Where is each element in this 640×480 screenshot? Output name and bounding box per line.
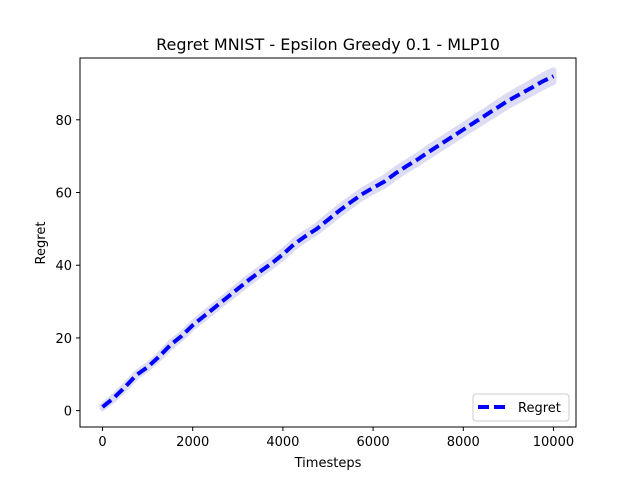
y-tick-label-40: 40 xyxy=(55,259,72,274)
legend: Regret xyxy=(472,393,570,422)
series-line-layer xyxy=(101,74,555,409)
y-tick-label-20: 20 xyxy=(55,332,72,347)
x-tick-label-10000: 10000 xyxy=(533,435,574,450)
series-0-line xyxy=(101,74,555,409)
x-tick-label-8000: 8000 xyxy=(447,435,480,450)
x-axis-ticks: 0 2000 4000 6000 8000 10000 xyxy=(98,427,574,450)
x-tick-label-2000: 2000 xyxy=(176,435,209,450)
confidence-band-layer xyxy=(99,67,557,412)
series-0-confidence-band xyxy=(99,67,557,412)
legend-label-regret: Regret xyxy=(518,401,561,416)
y-tick-label-80: 80 xyxy=(55,114,72,129)
x-tick-label-4000: 4000 xyxy=(266,435,299,450)
chart-title: Regret MNIST - Epsilon Greedy 0.1 - MLP1… xyxy=(156,35,500,54)
plot-area-frame xyxy=(79,57,577,428)
y-axis-ticks: 0 20 40 60 80 xyxy=(55,114,80,420)
y-tick-label-0: 0 xyxy=(64,405,72,420)
y-tick-label-60: 60 xyxy=(55,187,72,202)
x-tick-label-0: 0 xyxy=(98,435,106,450)
x-tick-label-6000: 6000 xyxy=(357,435,390,450)
x-axis-label: Timesteps xyxy=(294,456,362,471)
legend-box xyxy=(472,393,570,422)
y-axis-label: Regret xyxy=(34,222,49,265)
